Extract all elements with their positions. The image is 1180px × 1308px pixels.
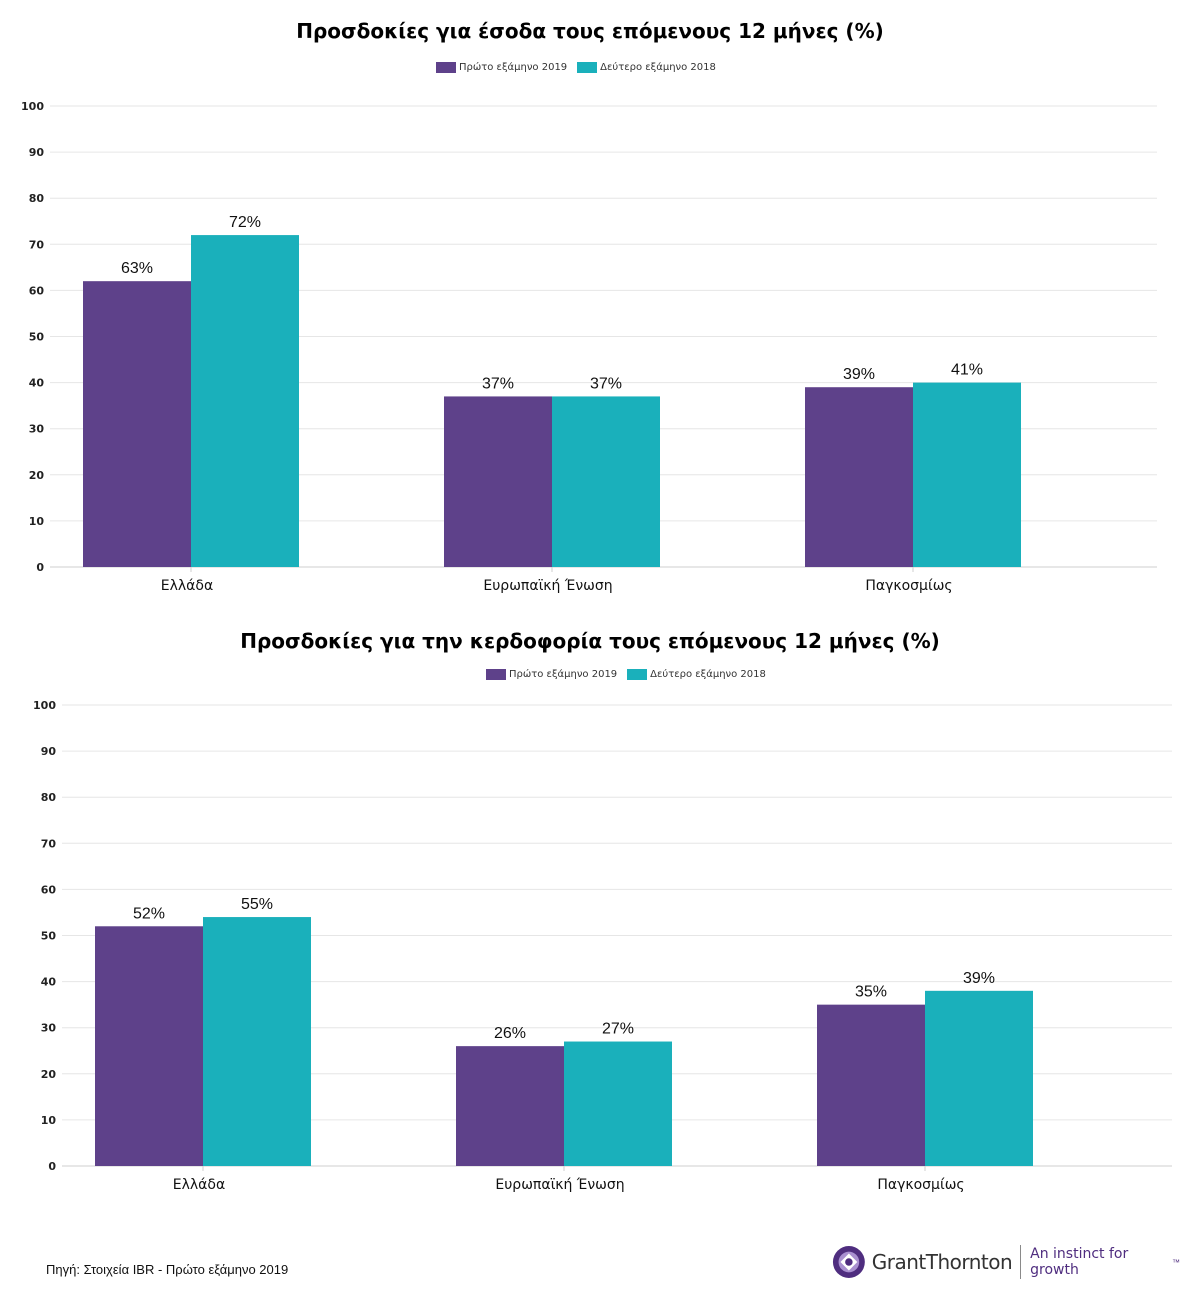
chart2-plot: 0 10 20 30 40 50 60 70 80 90 100 52% 55% Ελλάδα 26% 27%… (33, 699, 1172, 1193)
bar-first-half-2019[interactable] (444, 396, 552, 567)
bar-second-half-2018[interactable] (203, 917, 311, 1166)
data-label: 27% (602, 1021, 634, 1038)
y-tick-label: 20 (29, 469, 45, 482)
data-label: 26% (494, 1025, 526, 1042)
data-label: 55% (241, 896, 273, 913)
bar-second-half-2018[interactable] (925, 990, 1033, 1166)
legend-label: Δεύτερο εξάμηνο 2018 (600, 62, 716, 73)
chart2-legend-item-series1[interactable]: Πρώτο εξάμηνο 2019 (486, 669, 617, 680)
bar-first-half-2019[interactable] (83, 281, 191, 567)
legend-swatch-icon (486, 669, 506, 680)
y-tick-label: 60 (29, 284, 45, 297)
x-category-label: Ευρωπαϊκή Ένωση (495, 1177, 624, 1193)
y-tick-label: 50 (41, 930, 57, 943)
y-tick-label: 40 (41, 976, 57, 989)
legend-swatch-icon (436, 62, 456, 73)
y-tick-label: 100 (21, 100, 44, 113)
data-label: 39% (843, 366, 875, 383)
y-tick-label: 50 (29, 331, 45, 344)
bar-second-half-2018[interactable] (913, 382, 1021, 567)
y-tick-label: 0 (48, 1160, 56, 1173)
legend-label: Πρώτο εξάμηνο 2019 (459, 62, 568, 73)
data-label: 52% (133, 905, 165, 922)
y-tick-label: 70 (29, 238, 45, 251)
y-tick-label: 80 (29, 192, 45, 205)
grant-thornton-logo-icon (832, 1246, 865, 1278)
y-tick-label: 30 (29, 423, 45, 436)
data-label: 39% (963, 970, 995, 987)
chart1-legend: Πρώτο εξάμηνο 2019 Δεύτερο εξάμηνο 2018 (436, 62, 716, 73)
data-label: 63% (121, 260, 153, 277)
brand-trademark: ™ (1172, 1257, 1180, 1267)
brand-logo-block: GrantThornton An instinct for growth ™ (832, 1244, 1180, 1280)
chart1-plot: 0 10 20 30 40 50 60 70 80 90 100 63% 72% Ελλάδα 37% 37%… (21, 100, 1157, 594)
data-label: 41% (951, 362, 983, 379)
x-category-label: Ευρωπαϊκή Ένωση (483, 578, 612, 594)
chart2-title: Προσδοκίες για την κερδοφορία τους επόμε… (240, 629, 940, 653)
y-tick-label: 30 (41, 1022, 57, 1035)
data-label: 37% (590, 375, 622, 392)
x-category-label: Ελλάδα (161, 578, 213, 594)
bar-second-half-2018[interactable] (564, 1041, 672, 1166)
y-tick-label: 90 (29, 146, 45, 159)
chart1-legend-item-series2[interactable]: Δεύτερο εξάμηνο 2018 (577, 62, 716, 73)
chart2-legend-item-series2[interactable]: Δεύτερο εξάμηνο 2018 (627, 669, 766, 680)
data-label: 37% (482, 375, 514, 392)
brand-divider (1020, 1245, 1022, 1279)
bar-first-half-2019[interactable] (95, 926, 203, 1166)
y-tick-label: 70 (41, 837, 57, 850)
y-tick-label: 20 (41, 1068, 57, 1081)
y-tick-label: 90 (41, 745, 57, 758)
y-tick-label: 10 (29, 515, 45, 528)
y-tick-label: 10 (41, 1114, 57, 1127)
bar-second-half-2018[interactable] (191, 235, 299, 567)
x-category-label: Παγκοσμίως (877, 1177, 964, 1193)
legend-swatch-icon (577, 62, 598, 73)
y-tick-label: 40 (29, 377, 45, 390)
chart1-title: Προσδοκίες για έσοδα τους επόμενους 12 μ… (296, 19, 884, 43)
chart1-legend-item-series1[interactable]: Πρώτο εξάμηνο 2019 (436, 62, 567, 73)
data-label: 35% (855, 984, 887, 1001)
bar-second-half-2018[interactable] (552, 396, 660, 567)
y-tick-label: 100 (33, 699, 56, 712)
source-note: Πηγή: Στοιχεία IBR - Πρώτο εξάμηνο 2019 (46, 1262, 289, 1277)
data-label: 72% (229, 214, 261, 231)
bar-first-half-2019[interactable] (456, 1046, 564, 1166)
legend-label: Πρώτο εξάμηνο 2019 (509, 669, 618, 680)
x-category-label: Παγκοσμίως (865, 578, 952, 594)
legend-swatch-icon (627, 669, 648, 680)
bar-first-half-2019[interactable] (817, 1004, 925, 1166)
chart2-legend: Πρώτο εξάμηνο 2019 Δεύτερο εξάμηνο 2018 (486, 669, 766, 680)
brand-tagline: An instinct for growth (1030, 1246, 1129, 1278)
y-tick-label: 80 (41, 791, 57, 804)
y-tick-label: 0 (36, 561, 44, 574)
legend-label: Δεύτερο εξάμηνο 2018 (650, 669, 766, 680)
y-tick-label: 60 (41, 883, 57, 896)
bar-first-half-2019[interactable] (805, 387, 913, 567)
brand-name: GrantThornton (871, 1250, 1013, 1274)
x-category-label: Ελλάδα (173, 1177, 225, 1193)
